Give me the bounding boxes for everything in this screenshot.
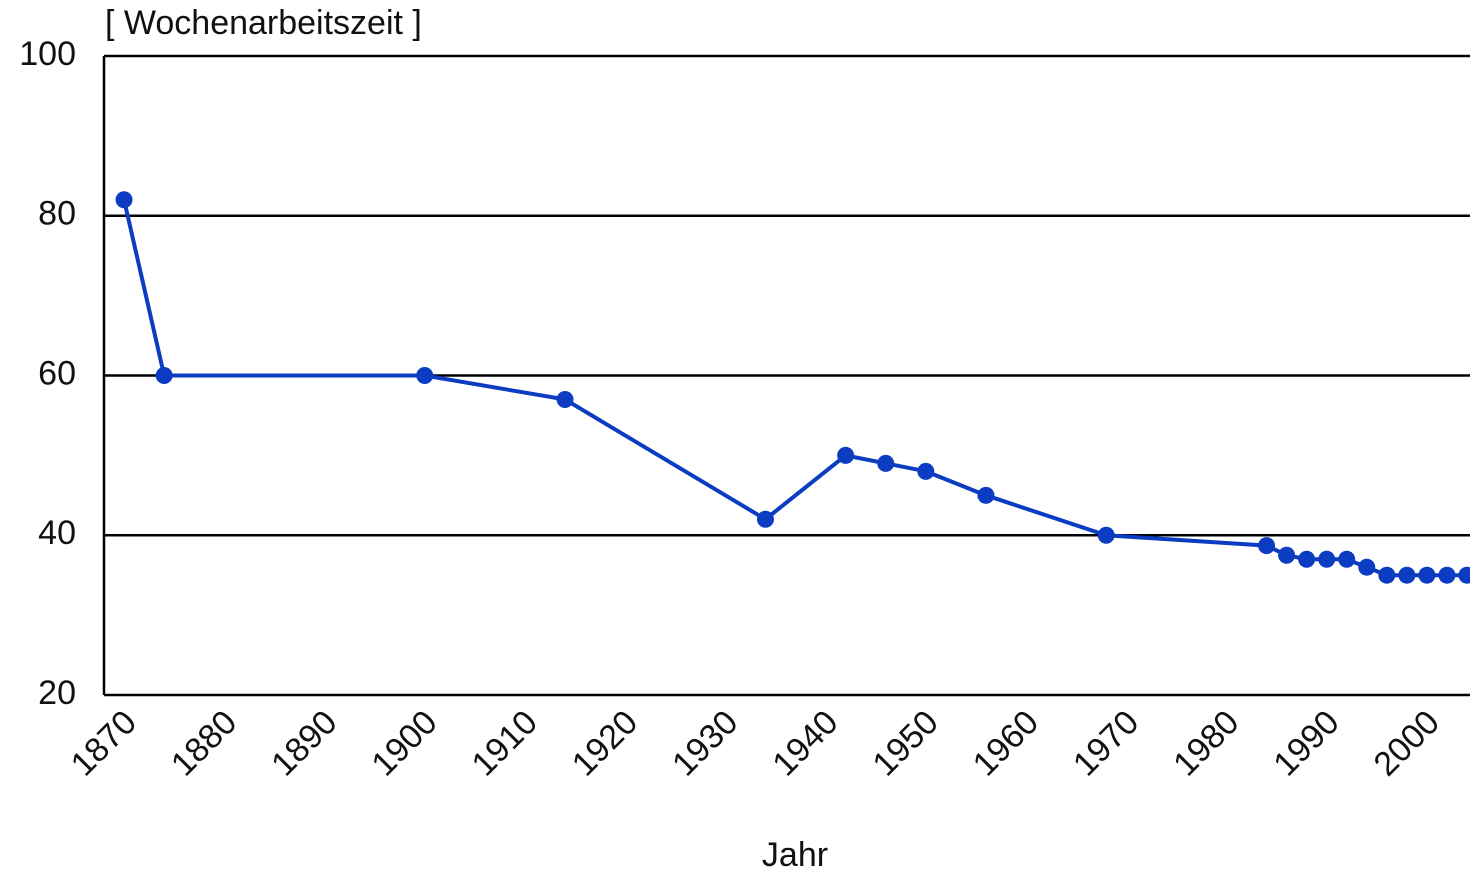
x-tick-label: 1930 xyxy=(665,703,745,783)
data-point xyxy=(155,367,173,384)
series-line xyxy=(122,199,1467,578)
x-tick-label: 2000 xyxy=(1367,703,1447,783)
y-axis-title: [ Wochenarbeitszeit ] xyxy=(105,4,422,42)
data-point xyxy=(115,191,133,209)
x-tick-label: 1980 xyxy=(1166,703,1246,783)
data-point xyxy=(1258,537,1276,555)
data-point xyxy=(877,454,895,472)
x-tick-label: 1890 xyxy=(264,703,344,783)
x-tick-label: 1910 xyxy=(465,703,545,783)
x-tick-label: 1960 xyxy=(966,703,1046,783)
data-point xyxy=(1097,526,1115,544)
y-tick-label: 80 xyxy=(38,195,76,233)
data-point xyxy=(416,367,434,384)
data-point xyxy=(1358,558,1376,576)
y-tick-label: 40 xyxy=(38,514,76,552)
data-point xyxy=(977,486,995,504)
x-tick-label: 1950 xyxy=(865,703,945,783)
x-tick-label: 1880 xyxy=(164,703,244,783)
data-point xyxy=(756,510,774,528)
data-point xyxy=(556,390,574,408)
data-point xyxy=(1278,546,1296,564)
data-point xyxy=(1318,550,1336,568)
data-point xyxy=(1438,566,1456,584)
y-tick-label: 100 xyxy=(19,35,76,73)
data-point xyxy=(917,462,935,480)
data-point xyxy=(1398,566,1416,584)
data-point xyxy=(1378,566,1396,584)
x-tick-label: 1940 xyxy=(765,703,845,783)
data-point xyxy=(1338,550,1356,568)
data-point xyxy=(1418,566,1436,584)
x-tick-label: 1900 xyxy=(364,703,444,783)
y-tick-label: 60 xyxy=(38,354,76,392)
data-point xyxy=(1458,566,1470,584)
x-tick-label: 1990 xyxy=(1266,703,1346,783)
data-point xyxy=(837,446,855,464)
x-tick-label: 1970 xyxy=(1066,703,1146,783)
x-axis-title: Jahr xyxy=(762,836,828,874)
x-tick-label: 1920 xyxy=(565,703,645,783)
y-tick-label: 20 xyxy=(38,674,76,712)
data-point xyxy=(1298,550,1316,568)
x-tick-label: 1870 xyxy=(64,703,144,783)
